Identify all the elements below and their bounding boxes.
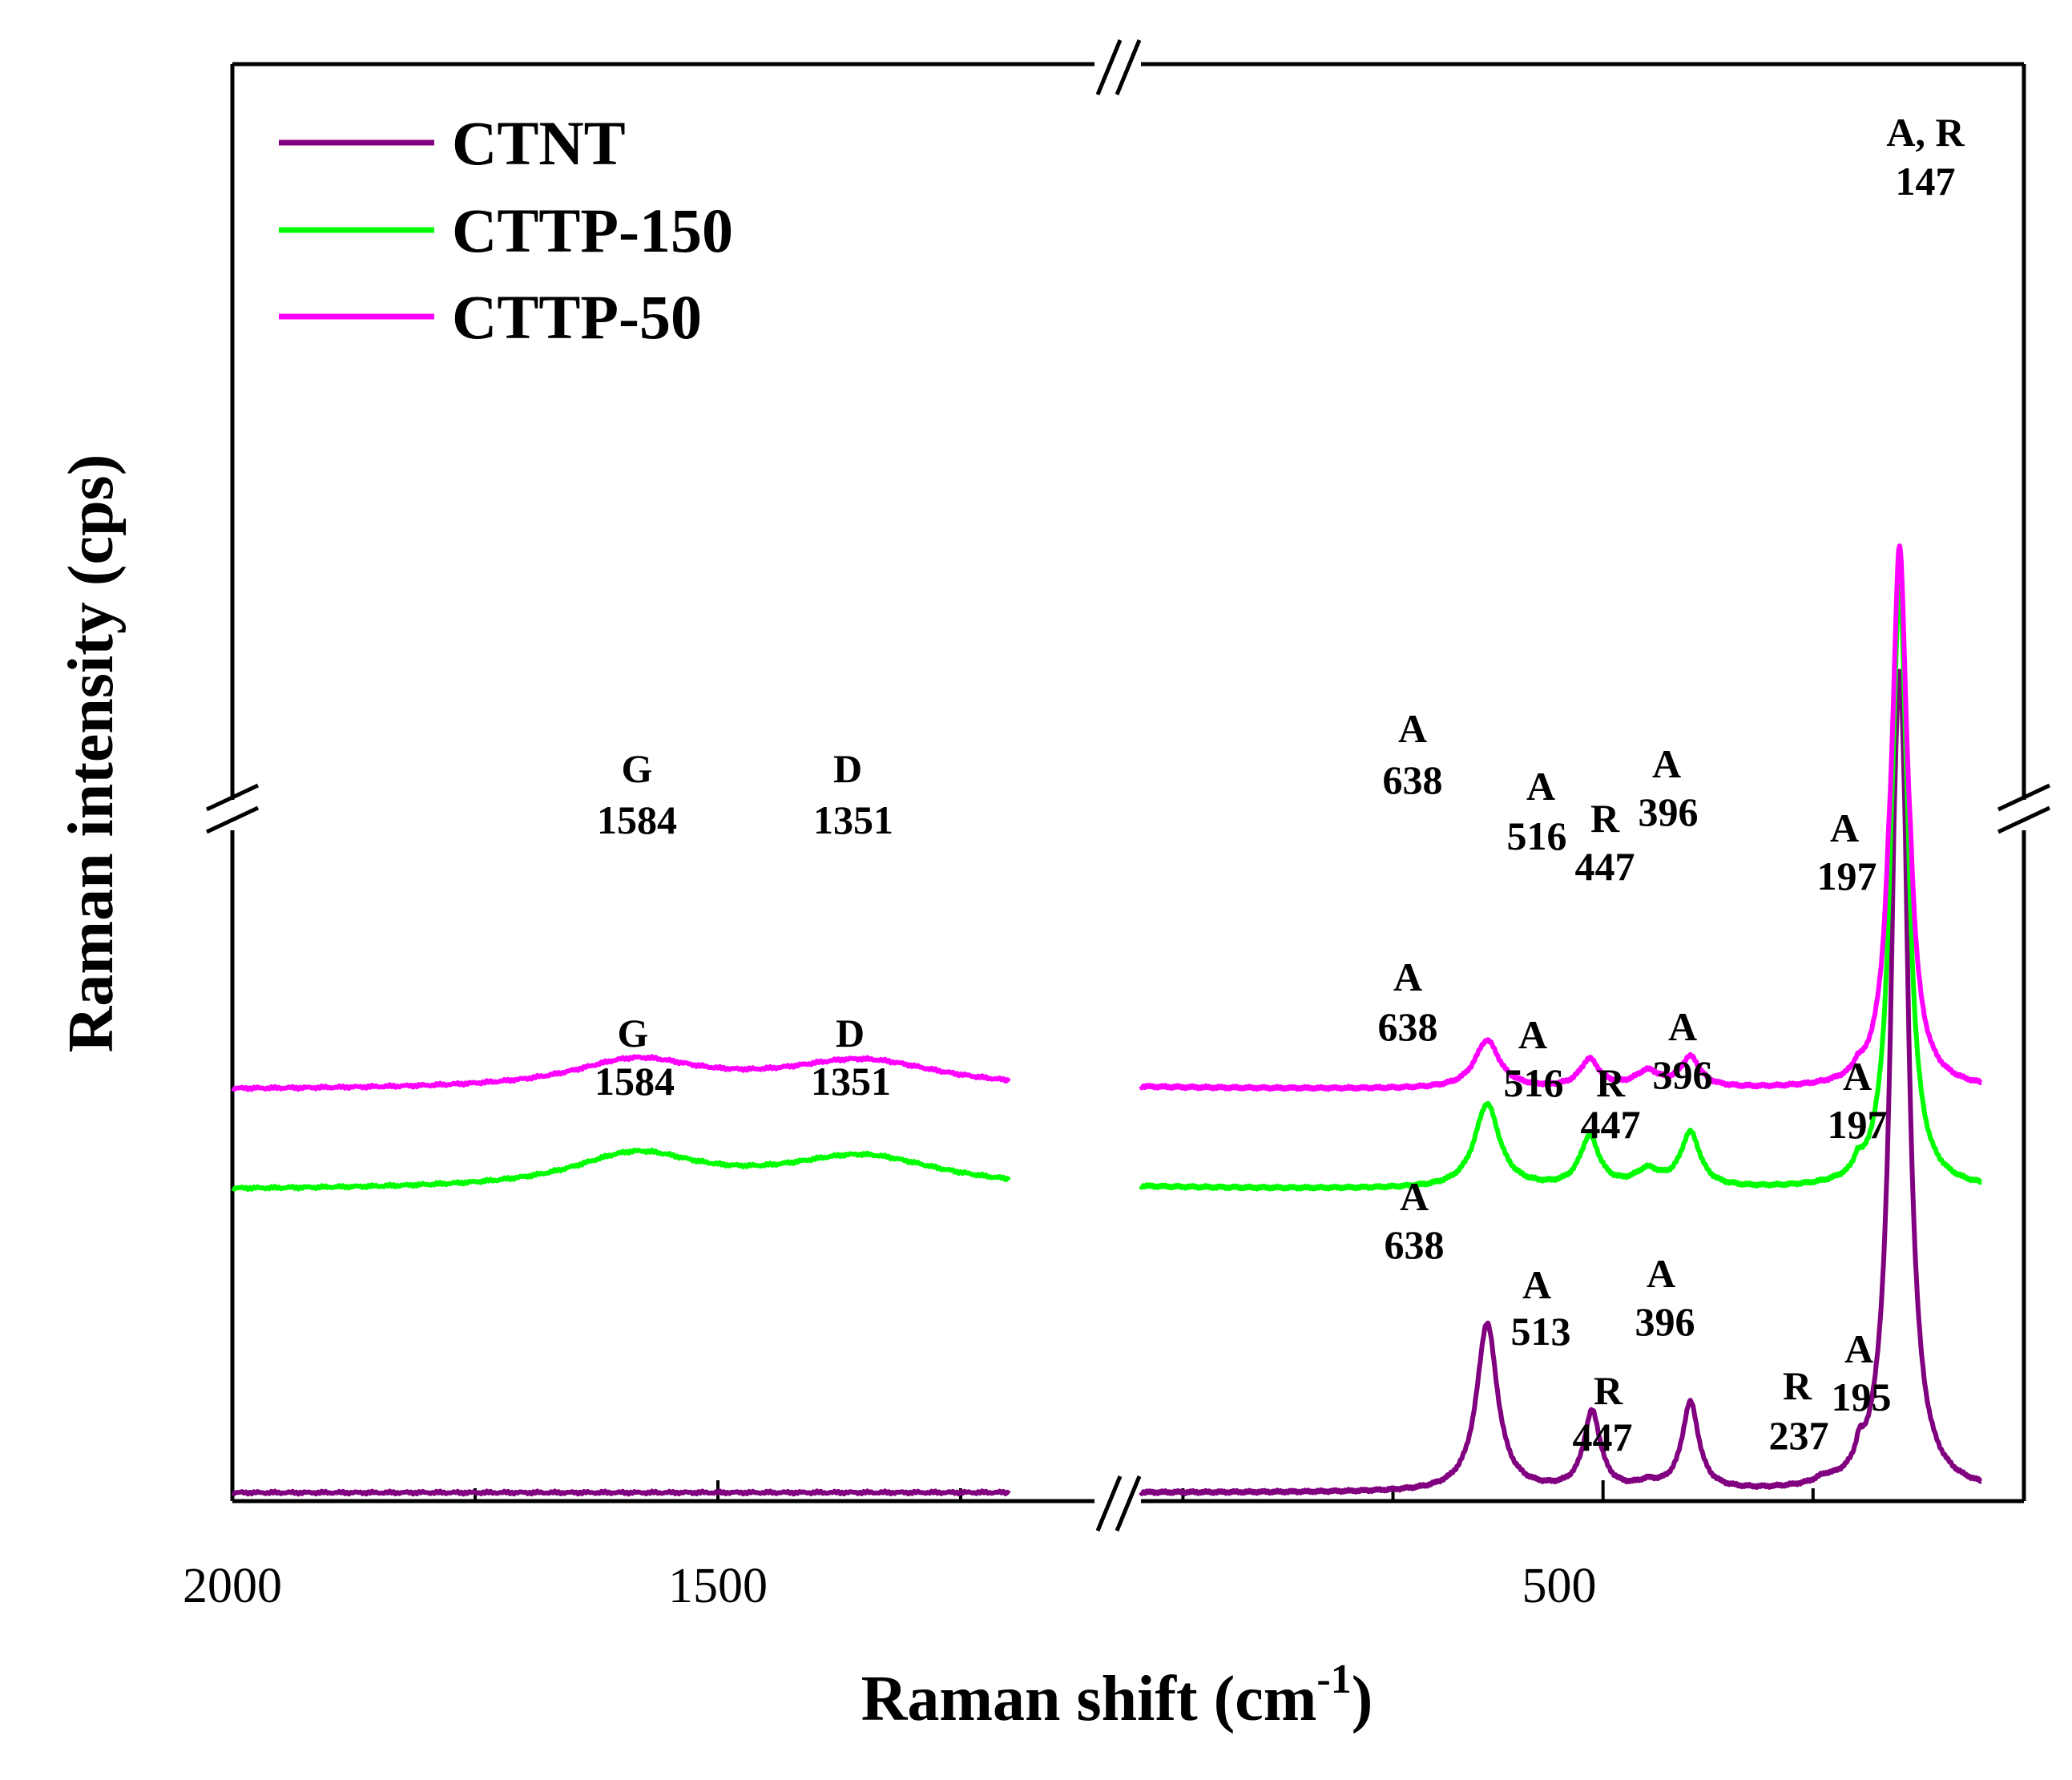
peak-letter: A (1522, 1262, 1551, 1307)
peak-value: 147 (1896, 159, 1956, 204)
peak-letter: A (1393, 955, 1422, 999)
series-line-ctnt-right (1139, 668, 1983, 1496)
peak-value: 447 (1575, 844, 1635, 889)
peak-letter: G (622, 746, 653, 791)
annotations-cttp150: G 1584 D 1351 A 638 A 516 R 447 A 396 A … (595, 955, 1888, 1147)
peak-value: 1584 (597, 797, 677, 842)
y-axis-title: Raman intensity (cps) (56, 454, 127, 1053)
break-mark-right-2 (1997, 805, 2051, 834)
peak-letter: A, R (1886, 110, 1965, 155)
peak-letter: R (1783, 1363, 1812, 1408)
x-tick-label-500: 500 (1522, 1559, 1597, 1613)
x-axis-title-sup: -1 (1316, 1657, 1351, 1702)
peak-value: 513 (1511, 1309, 1571, 1354)
peak-value: 197 (1817, 854, 1877, 898)
peak-value: 447 (1581, 1102, 1641, 1147)
series-line-ctnt-left (231, 1488, 1011, 1497)
x-axis-title: Raman shift (cm-1) (861, 1657, 1373, 1734)
axis-breaks (205, 39, 2051, 1532)
annotations-ctnt: A 638 A 513 R 447 A 396 R 237 A 195 (1385, 1174, 1892, 1459)
annotation-main-peak: A, R 147 (1886, 110, 1965, 204)
series-line-cttp50-right (1139, 543, 1983, 1092)
break-mark-left-2 (205, 805, 260, 834)
break-mark-top-2 (1115, 39, 1142, 95)
peak-value: 396 (1653, 1052, 1713, 1097)
legend: CTNT CTTP-150 CTTP-50 (279, 108, 733, 352)
peak-value: 516 (1507, 813, 1567, 858)
series-line-cttp50-left (231, 1054, 1011, 1092)
legend-label-ctnt: CTNT (452, 108, 626, 178)
peak-letter: D (836, 1011, 865, 1055)
legend-label-cttp150: CTTP-150 (452, 196, 733, 265)
legend-label-cttp50: CTTP-50 (452, 282, 702, 352)
peak-letter: A (1844, 1326, 1873, 1371)
peak-letter: A (1400, 1174, 1429, 1219)
x-tick-label-1500: 1500 (668, 1559, 768, 1613)
peak-value: 396 (1639, 789, 1699, 834)
series-line-cttp150-right (1139, 583, 1983, 1192)
peak-letter: A (1518, 1012, 1547, 1057)
peak-value: 1351 (813, 797, 893, 842)
annotations-cttp50: G 1584 D 1351 A 638 A 516 R 447 A 396 A … (597, 706, 1877, 898)
peak-letter: R (1590, 796, 1620, 841)
series-lines (231, 543, 1983, 1497)
break-mark-left-1 (205, 783, 260, 812)
x-axis-title-end: ) (1352, 1664, 1373, 1734)
peak-value: 197 (1828, 1102, 1888, 1147)
peak-value: 516 (1504, 1060, 1564, 1105)
peak-value: 447 (1573, 1415, 1633, 1459)
peak-letter: A (1843, 1054, 1872, 1099)
break-mark-bottom-2 (1115, 1475, 1142, 1532)
x-tick-label-2000: 2000 (183, 1559, 282, 1613)
peak-letter: A (1398, 706, 1427, 751)
peak-letter: A (1652, 741, 1681, 786)
break-mark-right-1 (1997, 783, 2051, 812)
series-line-cttp150-left (231, 1148, 1011, 1193)
peak-letter: R (1594, 1368, 1623, 1413)
peak-letter: D (833, 746, 862, 791)
x-axis-title-main: Raman shift (cm (861, 1664, 1317, 1734)
peak-letter: A (1526, 764, 1555, 809)
peak-letter: A (1668, 1004, 1697, 1049)
peak-value: 1584 (595, 1059, 675, 1104)
peak-value: 638 (1383, 757, 1443, 802)
peak-value: 237 (1769, 1413, 1829, 1458)
plot-frame (230, 62, 2026, 1504)
peak-letter: R (1596, 1060, 1626, 1105)
peak-value: 396 (1635, 1299, 1695, 1344)
peak-value: 638 (1385, 1222, 1445, 1267)
peak-letter: A (1830, 805, 1859, 850)
break-mark-bottom-1 (1095, 1475, 1123, 1532)
break-mark-top-1 (1095, 39, 1123, 95)
peak-letter: G (618, 1011, 649, 1055)
peak-value: 195 (1832, 1374, 1892, 1419)
peak-value: 1351 (811, 1059, 891, 1104)
peak-value: 638 (1378, 1004, 1438, 1049)
peak-letter: A (1647, 1251, 1675, 1296)
